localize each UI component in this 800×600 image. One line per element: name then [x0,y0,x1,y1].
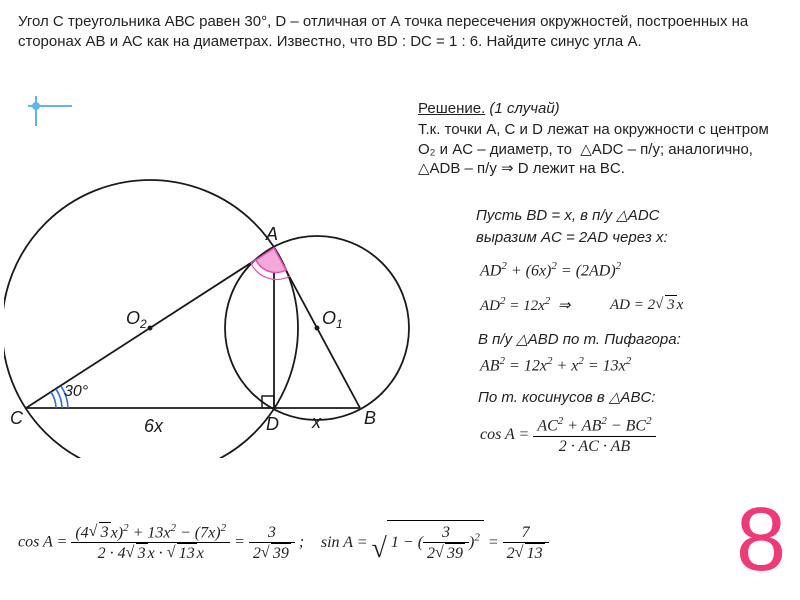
eq-cos-formula: cos A = AC2 + AB2 − BC2 2 · AC · AB [480,415,656,456]
solution-block-2: Пусть BD = x, в п/у △ADC выразим AC = 2A… [476,205,786,249]
angle-a-mark [256,248,286,272]
label-C: C [10,408,24,428]
angle-c-arc1 [51,392,56,408]
solution-pyth-line: В п/у △ABD по т. Пифагора: [478,330,681,348]
label-O1: O1 [322,308,343,331]
solution-cos-line: По т. косинусов в △ABC: [478,388,655,406]
solution-header-row: Решение. (1 случай) [418,100,560,117]
solution-header: Решение. [418,100,485,117]
label-A: A [265,224,278,244]
label-6x: 6x [144,416,164,436]
geometry-diagram: 30° A C B D O2 O1 6x x [4,118,424,458]
sol-b2-l2: выразим AC = 2AD через x: [476,229,668,246]
bottom-equation-row: cos A = (43x)2 + 13x2 − (7x)2 2 · 43x · … [18,520,778,565]
label-D: D [266,414,279,434]
eq-ab2: AB2 = 12x2 + x2 = 13x2 [480,355,631,376]
angle-c-label: 30° [64,383,89,400]
eq-cosA-expand: cos A = (43x)2 + 13x2 − (7x)2 2 · 43x · … [18,522,304,564]
solution-case: (1 случай) [489,100,559,117]
eq-pythag-ac: AD2 + (6x)2 = (2AD)2 [480,260,621,281]
point-o2 [148,326,153,331]
angle-c-arc2 [56,389,62,408]
sol-b2-l1: Пусть BD = x, в п/у △ADC [476,207,659,224]
label-O2: O2 [126,308,147,331]
problem-text: Угол С треугольника АВС равен 30°, D – о… [18,12,782,53]
eq-ad2: AD2 = 12x2 ⇒ [480,295,570,315]
solution-reasoning-1: Т.к. точки A, C и D лежат на окружности … [418,120,778,179]
eq-ad: AD = 23x [610,295,683,314]
slide-number: 8 [736,489,786,592]
label-B: B [364,408,376,428]
point-o1 [315,326,320,331]
eq-sinA: sin A = √1 − (3239)2 = 7 213 [321,520,549,565]
label-x: x [311,412,322,432]
